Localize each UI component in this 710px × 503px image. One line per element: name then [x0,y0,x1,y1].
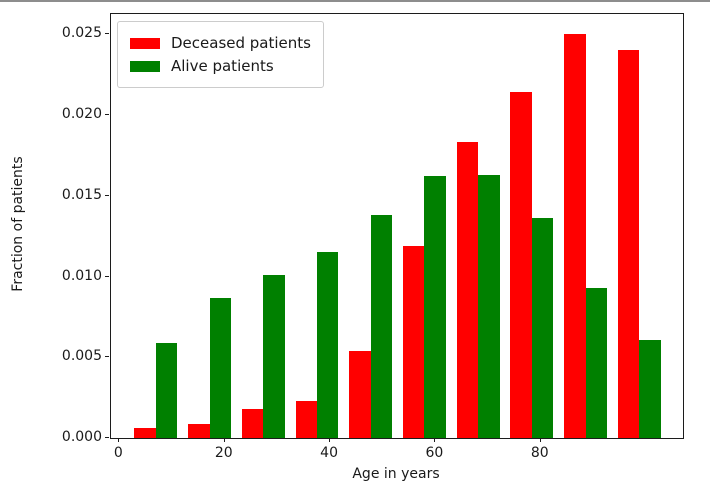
bar-alive-bin2 [263,274,285,438]
x-tick-mark [539,438,541,442]
legend-label-deceased: Deceased patients [171,34,311,52]
bar-deceased-bin7 [510,92,532,438]
bar-alive-bin8 [585,287,608,438]
bar-alive-bin3 [316,252,339,438]
bar-deceased-bin1 [188,423,210,438]
alive-swatch-icon [130,60,160,72]
x-tick-label: 40 [320,445,338,461]
bar-alive-bin0 [155,342,178,438]
x-tick-label: 0 [113,445,123,461]
bar-deceased-bin4 [349,350,371,438]
screenshot-top-edge [0,0,710,2]
x-tick-mark [434,438,436,442]
y-tick-mark [105,356,109,358]
x-tick-label: 80 [530,445,549,461]
y-tick-label: 0.025 [61,25,102,42]
bar-deceased-bin8 [564,34,586,438]
x-tick-mark [329,438,331,442]
deceased-swatch-icon [130,37,160,49]
x-tick-label: 20 [214,445,233,461]
y-tick-label: 0.020 [61,106,102,122]
y-tick-label: 0.000 [61,429,102,445]
x-axis-label: Age in years [352,466,440,482]
y-tick-mark [105,437,109,438]
x-tick-label: 60 [425,445,444,461]
y-tick-label: 0.015 [61,186,102,203]
y-tick-mark [105,114,109,115]
x-tick-mark [223,438,225,442]
y-tick-mark [105,194,109,196]
y-tick-label: 0.005 [61,348,102,365]
bar-alive-bin9 [639,339,661,438]
y-tick-label: 0.010 [61,267,102,284]
bar-deceased-bin6 [456,142,479,438]
bar-deceased-bin2 [241,408,264,438]
bar-alive-bin1 [209,297,231,438]
legend-item-alive: Alive patients [130,56,311,76]
bar-deceased-bin5 [402,245,425,438]
x-tick-mark [118,438,120,442]
bar-alive-bin7 [531,218,554,438]
bar-deceased-bin9 [617,50,640,438]
bar-deceased-bin3 [295,400,317,438]
bar-deceased-bin0 [134,428,156,438]
bar-alive-bin4 [370,215,393,438]
legend-item-deceased: Deceased patients [130,33,311,53]
bar-alive-bin6 [478,174,500,438]
plot-area: Deceased patients Alive patients [110,13,684,439]
y-tick-mark [105,33,109,35]
y-tick-mark [105,275,109,277]
legend-label-alive: Alive patients [171,57,274,75]
legend: Deceased patients Alive patients [117,21,324,88]
bar-alive-bin5 [424,176,446,438]
